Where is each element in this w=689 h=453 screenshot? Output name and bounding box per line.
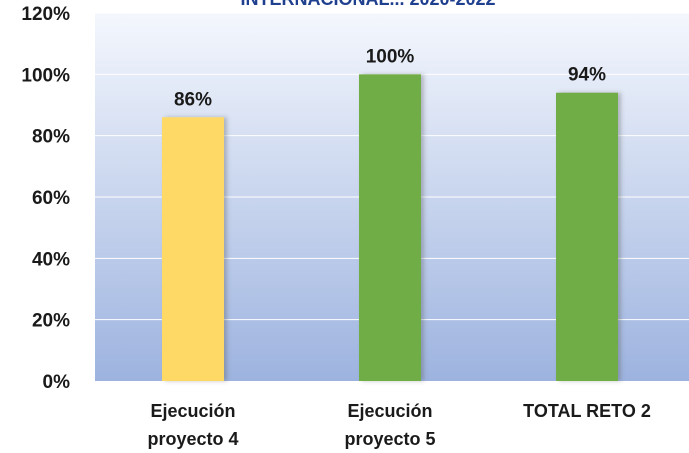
y-axis: 0% 20% 40% 60% 80% 100% 120% xyxy=(21,4,70,393)
data-label: 94% xyxy=(568,65,606,86)
x-axis: Ejecución proyecto 4 Ejecución proyecto 5 TO… xyxy=(147,401,650,449)
x-tick-label: TOTAL RETO 2 xyxy=(523,401,651,421)
bar xyxy=(359,74,421,381)
y-tick-label: 80% xyxy=(32,127,70,148)
data-label: 100% xyxy=(366,46,415,67)
bar xyxy=(162,117,224,382)
y-tick-label: 20% xyxy=(32,311,70,332)
x-tick-label: Ejecución xyxy=(150,401,235,421)
y-tick-label: 120% xyxy=(21,4,70,25)
x-tick-label: proyecto 5 xyxy=(344,429,435,449)
data-label: 86% xyxy=(174,89,212,110)
bars xyxy=(162,74,618,382)
y-tick-label: 40% xyxy=(32,249,70,270)
y-tick-label: 0% xyxy=(43,372,71,393)
x-tick-label: proyecto 4 xyxy=(147,429,238,449)
y-tick-label: 100% xyxy=(21,65,70,86)
data-labels: 86% 100% 94% xyxy=(174,46,606,110)
y-tick-label: 60% xyxy=(32,188,70,209)
chart-title: INTERNACIONAL... 2020-2022 xyxy=(240,0,495,9)
x-tick-label: Ejecución xyxy=(347,401,432,421)
bar xyxy=(556,92,618,381)
